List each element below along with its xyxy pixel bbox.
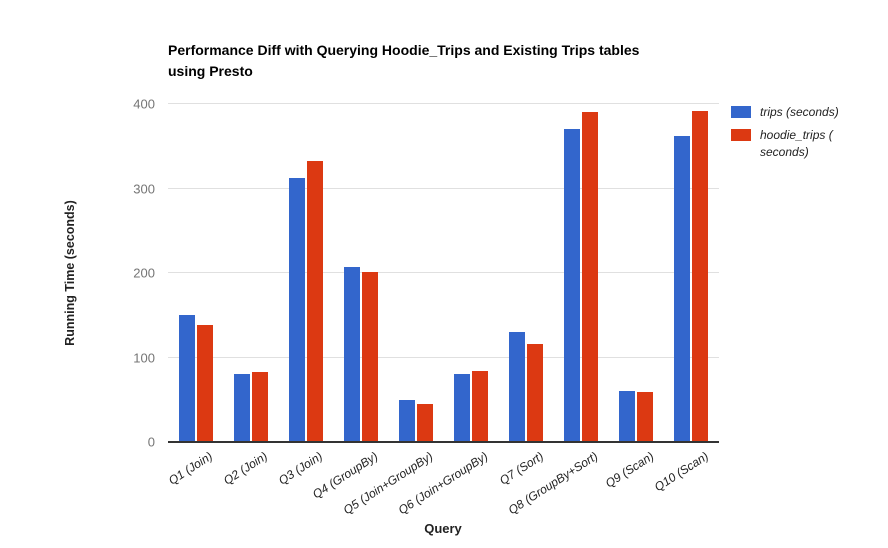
legend-item: hoodie_trips (seconds) [731, 127, 871, 161]
bar [416, 403, 433, 442]
bar [564, 129, 581, 442]
y-tick-label: 300 [133, 181, 155, 196]
bar-group: Q5 (Join+GroupBy) [341, 104, 443, 517]
bar-group: Q4 (GroupBy) [310, 104, 388, 501]
x-category-label: Q10 (Scan) [651, 449, 712, 495]
x-axis-baseline [168, 441, 719, 443]
bar-group: Q10 (Scan) [652, 104, 719, 494]
bar [692, 110, 709, 442]
bar-group: Q6 (Join+GroupBy) [396, 104, 498, 517]
bar [509, 332, 526, 442]
x-category-label: Q7 (Sort) [496, 449, 546, 488]
bar [361, 272, 378, 442]
legend: trips (seconds) hoodie_trips (seconds) [731, 104, 871, 167]
chart-title-line2: using Presto [168, 63, 253, 79]
bar [674, 136, 691, 442]
y-tick-label: 0 [147, 434, 155, 450]
bar-group: Q8 (GroupBy+Sort) [506, 104, 609, 517]
bar-group: Q7 (Sort) [497, 104, 554, 488]
bar-group: Q1 (Join) [166, 104, 223, 488]
bar [454, 374, 471, 442]
gridline [168, 272, 719, 273]
y-axis-title: Running Time (seconds) [63, 200, 77, 346]
x-category-label: Q1 (Join) [166, 449, 216, 488]
bar [306, 161, 323, 442]
bar [196, 325, 213, 442]
x-category-label: Q3 (Join) [276, 449, 326, 488]
chart-title: Performance Diff with Querying Hoodie_Tr… [168, 40, 748, 82]
legend-swatch [731, 129, 751, 141]
x-category-label: Q2 (Join) [221, 449, 271, 488]
bar [637, 392, 654, 442]
plot-area: 0 100 200 300 400 Q1 (Join) Q2 (Join) Q3 (Join)… [133, 97, 719, 517]
bar-group: Q2 (Join) [221, 104, 278, 488]
x-category-label: Q9 (Scan) [602, 449, 656, 491]
legend-item: trips (seconds) [731, 104, 871, 121]
bar [233, 374, 250, 442]
bar [527, 343, 544, 442]
legend-label: hoodie_trips (seconds) [760, 128, 833, 159]
bar [619, 391, 636, 442]
bar [343, 267, 360, 442]
bar [398, 399, 415, 442]
bar-group: Q9 (Scan) [602, 104, 664, 491]
bar [288, 177, 305, 442]
gridline [168, 103, 719, 104]
bar-groups: Q1 (Join) Q2 (Join) Q3 (Join) Q4 (GroupBy) Q… [166, 104, 719, 517]
bar [582, 112, 599, 442]
legend-label: trips (seconds) [760, 105, 839, 119]
chart-title-line1: Performance Diff with Querying Hoodie_Tr… [168, 42, 640, 58]
x-axis-title: Query [424, 521, 462, 536]
bar [251, 371, 268, 442]
bar-group: Q3 (Join) [276, 104, 333, 488]
y-tick-label: 200 [133, 265, 155, 281]
bar [178, 315, 195, 442]
legend-swatch [731, 106, 751, 118]
gridline [168, 356, 719, 358]
y-tick-label: 100 [133, 350, 155, 365]
gridline [168, 187, 719, 189]
bar [472, 371, 489, 442]
y-tick-label: 400 [133, 96, 155, 112]
